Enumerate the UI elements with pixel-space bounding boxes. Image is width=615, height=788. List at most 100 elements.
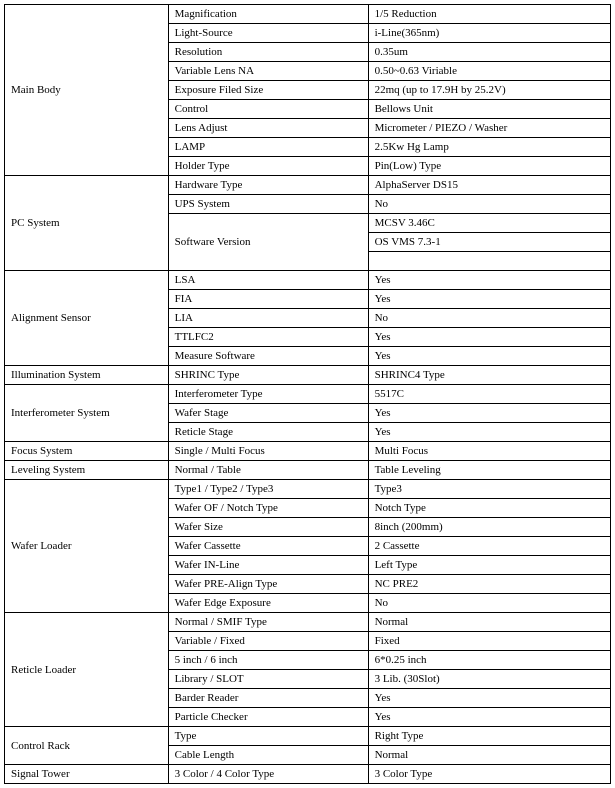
table-row: Interferometer SystemInterferometer Type… bbox=[5, 385, 611, 404]
param-cell: Resolution bbox=[168, 43, 368, 62]
param-cell: Cable Length bbox=[168, 746, 368, 765]
value-cell: Left Type bbox=[368, 556, 610, 575]
category-cell: Control Rack bbox=[5, 727, 169, 765]
category-cell: Alignment Sensor bbox=[5, 271, 169, 366]
value-cell: Micrometer / PIEZO / Washer bbox=[368, 119, 610, 138]
param-cell: Normal / SMIF Type bbox=[168, 613, 368, 632]
value-cell: Notch Type bbox=[368, 499, 610, 518]
value-cell: Pin(Low) Type bbox=[368, 157, 610, 176]
param-cell: Single / Multi Focus bbox=[168, 442, 368, 461]
value-cell: 2.5Kw Hg Lamp bbox=[368, 138, 610, 157]
param-cell: Variable Lens NA bbox=[168, 62, 368, 81]
value-cell: Yes bbox=[368, 328, 610, 347]
value-cell: Yes bbox=[368, 708, 610, 727]
category-cell: Main Body bbox=[5, 5, 169, 176]
value-cell: 0.35um bbox=[368, 43, 610, 62]
param-cell: Normal / Table bbox=[168, 461, 368, 480]
value-cell: 3 Color Type bbox=[368, 765, 610, 784]
table-row: Main BodyMagnification1/5 Reduction bbox=[5, 5, 611, 24]
param-cell: TTLFC2 bbox=[168, 328, 368, 347]
value-cell: OS VMS 7.3-1 bbox=[368, 233, 610, 252]
category-cell: Signal Tower bbox=[5, 765, 169, 784]
table-row: PC SystemHardware TypeAlphaServer DS15 bbox=[5, 176, 611, 195]
value-cell: Yes bbox=[368, 271, 610, 290]
category-cell: Leveling System bbox=[5, 461, 169, 480]
spec-table: Main BodyMagnification1/5 ReductionLight… bbox=[4, 4, 611, 784]
value-cell: NC PRE2 bbox=[368, 575, 610, 594]
param-cell: Type1 / Type2 / Type3 bbox=[168, 480, 368, 499]
param-cell: Wafer Size bbox=[168, 518, 368, 537]
table-row: Signal Tower3 Color / 4 Color Type3 Colo… bbox=[5, 765, 611, 784]
param-cell: Particle Checker bbox=[168, 708, 368, 727]
value-cell: MCSV 3.46C bbox=[368, 214, 610, 233]
param-cell: Reticle Stage bbox=[168, 423, 368, 442]
value-cell: 1/5 Reduction bbox=[368, 5, 610, 24]
value-cell: Yes bbox=[368, 290, 610, 309]
category-cell: Illumination System bbox=[5, 366, 169, 385]
value-cell: Yes bbox=[368, 423, 610, 442]
param-cell: LIA bbox=[168, 309, 368, 328]
param-cell: LAMP bbox=[168, 138, 368, 157]
category-cell: Interferometer System bbox=[5, 385, 169, 442]
table-row: Illumination SystemSHRINC TypeSHRINC4 Ty… bbox=[5, 366, 611, 385]
value-cell: Right Type bbox=[368, 727, 610, 746]
param-cell: Variable / Fixed bbox=[168, 632, 368, 651]
value-cell: Multi Focus bbox=[368, 442, 610, 461]
param-cell: Measure Software bbox=[168, 347, 368, 366]
param-cell: Interferometer Type bbox=[168, 385, 368, 404]
param-cell: 3 Color / 4 Color Type bbox=[168, 765, 368, 784]
param-cell: Wafer PRE-Align Type bbox=[168, 575, 368, 594]
value-cell: 22mq (up to 17.9H by 25.2V) bbox=[368, 81, 610, 100]
param-cell: Control bbox=[168, 100, 368, 119]
param-cell: LSA bbox=[168, 271, 368, 290]
value-cell: SHRINC4 Type bbox=[368, 366, 610, 385]
param-cell: Wafer IN-Line bbox=[168, 556, 368, 575]
param-cell: Light-Source bbox=[168, 24, 368, 43]
value-cell: 2 Cassette bbox=[368, 537, 610, 556]
value-cell: 0.50~0.63 Viriable bbox=[368, 62, 610, 81]
param-cell: Wafer OF / Notch Type bbox=[168, 499, 368, 518]
value-cell: i-Line(365nm) bbox=[368, 24, 610, 43]
value-cell: 8inch (200mm) bbox=[368, 518, 610, 537]
param-cell: Wafer Edge Exposure bbox=[168, 594, 368, 613]
param-cell: Software Version bbox=[168, 214, 368, 271]
param-cell: Wafer Stage bbox=[168, 404, 368, 423]
value-cell: Normal bbox=[368, 746, 610, 765]
param-cell: Lens Adjust bbox=[168, 119, 368, 138]
param-cell: Library / SLOT bbox=[168, 670, 368, 689]
value-cell: Yes bbox=[368, 404, 610, 423]
param-cell: Type bbox=[168, 727, 368, 746]
value-cell: Fixed bbox=[368, 632, 610, 651]
table-row: Reticle LoaderNormal / SMIF TypeNormal bbox=[5, 613, 611, 632]
category-cell: Reticle Loader bbox=[5, 613, 169, 727]
param-cell: Exposure Filed Size bbox=[168, 81, 368, 100]
value-cell: 3 Lib. (30Slot) bbox=[368, 670, 610, 689]
value-cell: 5517C bbox=[368, 385, 610, 404]
value-cell: Table Leveling bbox=[368, 461, 610, 480]
value-cell: Normal bbox=[368, 613, 610, 632]
value-cell: No bbox=[368, 309, 610, 328]
value-cell: 6*0.25 inch bbox=[368, 651, 610, 670]
param-cell: 5 inch / 6 inch bbox=[168, 651, 368, 670]
category-cell: Wafer Loader bbox=[5, 480, 169, 613]
value-cell: Type3 bbox=[368, 480, 610, 499]
table-row: Alignment SensorLSAYes bbox=[5, 271, 611, 290]
table-row: Control RackTypeRight Type bbox=[5, 727, 611, 746]
category-cell: PC System bbox=[5, 176, 169, 271]
value-cell: Yes bbox=[368, 689, 610, 708]
param-cell: Barder Reader bbox=[168, 689, 368, 708]
table-row: Wafer LoaderType1 / Type2 / Type3Type3 bbox=[5, 480, 611, 499]
value-cell: Yes bbox=[368, 347, 610, 366]
param-cell: Holder Type bbox=[168, 157, 368, 176]
value-cell: No bbox=[368, 594, 610, 613]
value-cell: AlphaServer DS15 bbox=[368, 176, 610, 195]
value-cell bbox=[368, 252, 610, 271]
value-cell: No bbox=[368, 195, 610, 214]
table-row: Focus SystemSingle / Multi FocusMulti Fo… bbox=[5, 442, 611, 461]
param-cell: Magnification bbox=[168, 5, 368, 24]
param-cell: SHRINC Type bbox=[168, 366, 368, 385]
value-cell: Bellows Unit bbox=[368, 100, 610, 119]
table-row: Leveling SystemNormal / TableTable Level… bbox=[5, 461, 611, 480]
param-cell: UPS System bbox=[168, 195, 368, 214]
category-cell: Focus System bbox=[5, 442, 169, 461]
